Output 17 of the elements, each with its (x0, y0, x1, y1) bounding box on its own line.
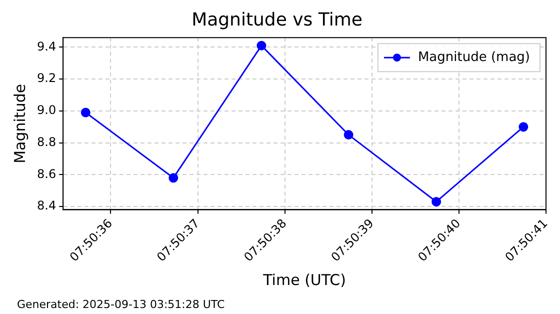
x-axis-title: Time (UTC) (262, 270, 346, 289)
point (432, 196, 442, 206)
y-tick-label: 9.2 (36, 71, 56, 86)
y-tick-label: 8.8 (36, 134, 56, 149)
y-tick-label: 8.6 (36, 166, 56, 181)
point (168, 173, 178, 183)
text: Generated: 2025-09-13 03:51:28 UTC (17, 298, 225, 311)
y-tick-label: 9.0 (36, 103, 56, 118)
y-tick-label: 8.4 (36, 198, 56, 213)
y-tick-label: 9.4 (36, 39, 56, 54)
point (518, 122, 528, 132)
chart-title: Magnitude vs Time (192, 9, 362, 30)
y-axis-title: Magnitude (10, 84, 29, 164)
point (344, 130, 354, 140)
point (256, 40, 266, 50)
point (80, 108, 90, 118)
legend-label: Magnitude (mag) (418, 50, 530, 65)
